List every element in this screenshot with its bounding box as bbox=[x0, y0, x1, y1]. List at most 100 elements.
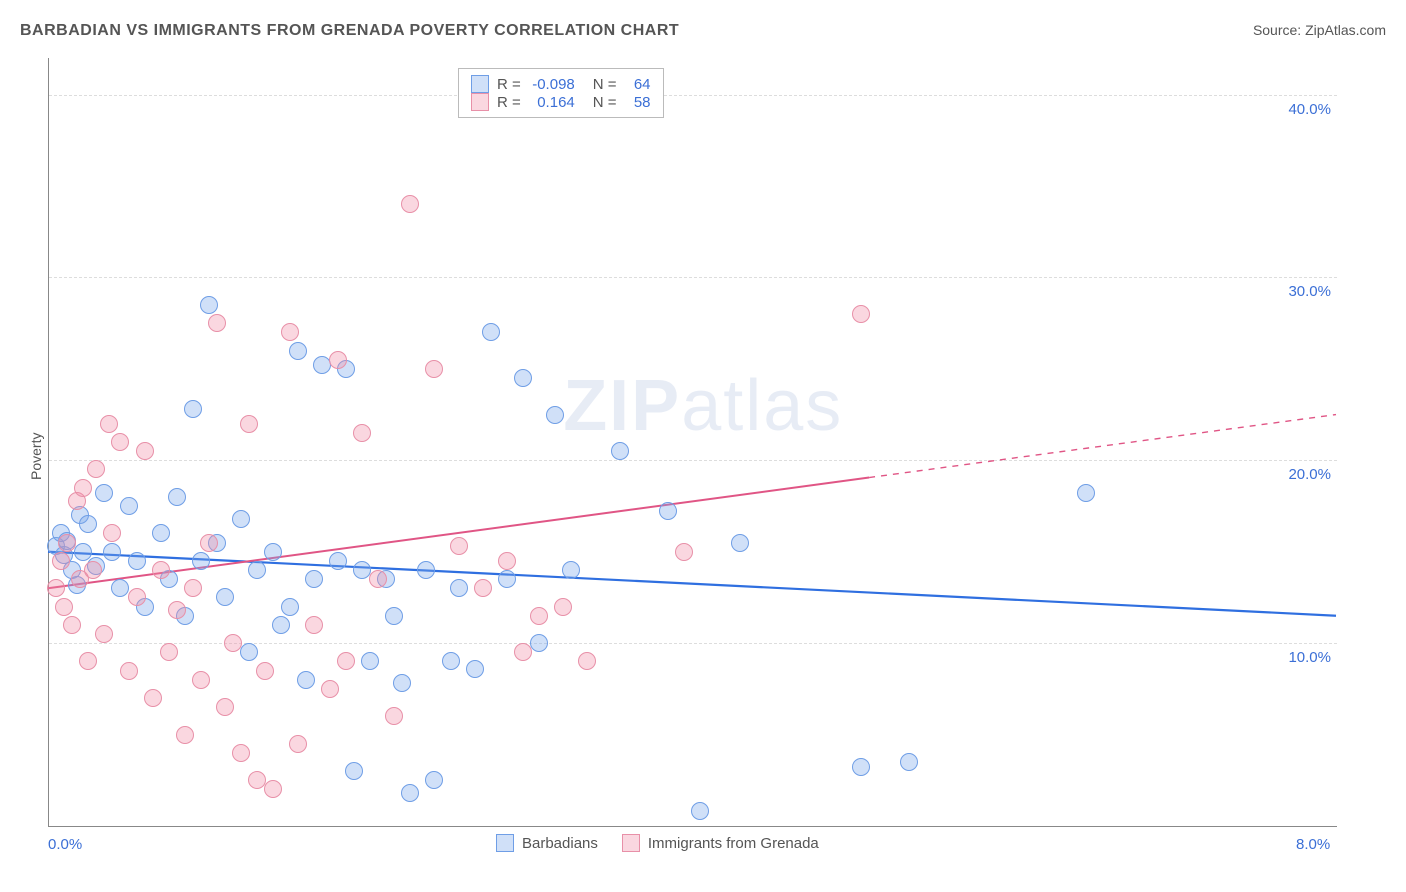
gridline bbox=[49, 643, 1337, 644]
stat-n-label: N = bbox=[593, 94, 617, 111]
scatter-point bbox=[401, 195, 419, 213]
scatter-point bbox=[74, 479, 92, 497]
scatter-point bbox=[530, 607, 548, 625]
scatter-point bbox=[111, 433, 129, 451]
scatter-point bbox=[248, 561, 266, 579]
scatter-point bbox=[95, 625, 113, 643]
ytick-label: 40.0% bbox=[1276, 101, 1331, 118]
legend-item: Immigrants from Grenada bbox=[622, 834, 819, 852]
scatter-point bbox=[111, 579, 129, 597]
scatter-point bbox=[232, 744, 250, 762]
scatter-point bbox=[353, 561, 371, 579]
scatter-point bbox=[305, 616, 323, 634]
scatter-point bbox=[466, 660, 484, 678]
scatter-point bbox=[852, 758, 870, 776]
scatter-point bbox=[192, 671, 210, 689]
scatter-point bbox=[731, 534, 749, 552]
scatter-point bbox=[272, 616, 290, 634]
scatter-point bbox=[369, 570, 387, 588]
legend-label: Immigrants from Grenada bbox=[648, 835, 819, 852]
scatter-point bbox=[216, 588, 234, 606]
gridline bbox=[49, 277, 1337, 278]
scatter-point bbox=[425, 771, 443, 789]
scatter-point bbox=[120, 497, 138, 515]
scatter-point bbox=[144, 689, 162, 707]
legend-swatch bbox=[471, 75, 489, 93]
scatter-point bbox=[200, 296, 218, 314]
stats-row: R =-0.098N =64 bbox=[471, 75, 651, 93]
stats-row: R =0.164N =58 bbox=[471, 93, 651, 111]
scatter-point bbox=[184, 579, 202, 597]
scatter-point bbox=[84, 561, 102, 579]
scatter-point bbox=[900, 753, 918, 771]
scatter-point bbox=[289, 735, 307, 753]
stat-r-value: -0.098 bbox=[529, 76, 575, 93]
scatter-point bbox=[74, 543, 92, 561]
scatter-point bbox=[232, 510, 250, 528]
scatter-point bbox=[417, 561, 435, 579]
scatter-point bbox=[100, 415, 118, 433]
scatter-point bbox=[425, 360, 443, 378]
scatter-point bbox=[450, 579, 468, 597]
stat-r-label: R = bbox=[497, 76, 521, 93]
scatter-point bbox=[482, 323, 500, 341]
gridline bbox=[49, 95, 1337, 96]
scatter-point bbox=[691, 802, 709, 820]
plot-area bbox=[48, 58, 1337, 827]
scatter-point bbox=[240, 415, 258, 433]
scatter-point bbox=[321, 680, 339, 698]
scatter-point bbox=[128, 588, 146, 606]
scatter-point bbox=[168, 601, 186, 619]
scatter-point bbox=[289, 342, 307, 360]
scatter-point bbox=[498, 570, 516, 588]
scatter-point bbox=[450, 537, 468, 555]
scatter-point bbox=[128, 552, 146, 570]
scatter-point bbox=[337, 652, 355, 670]
stat-r-value: 0.164 bbox=[529, 94, 575, 111]
scatter-point bbox=[353, 424, 371, 442]
scatter-point bbox=[200, 534, 218, 552]
scatter-point bbox=[385, 707, 403, 725]
scatter-point bbox=[852, 305, 870, 323]
scatter-point bbox=[442, 652, 460, 670]
scatter-point bbox=[264, 780, 282, 798]
scatter-point bbox=[176, 726, 194, 744]
xtick-label: 8.0% bbox=[1296, 836, 1330, 853]
scatter-point bbox=[611, 442, 629, 460]
scatter-point bbox=[120, 662, 138, 680]
scatter-point bbox=[578, 652, 596, 670]
legend-swatch bbox=[471, 93, 489, 111]
legend-swatch bbox=[622, 834, 640, 852]
scatter-point bbox=[329, 552, 347, 570]
ytick-label: 10.0% bbox=[1276, 649, 1331, 666]
scatter-point bbox=[554, 598, 572, 616]
scatter-point bbox=[514, 369, 532, 387]
scatter-point bbox=[498, 552, 516, 570]
scatter-point bbox=[562, 561, 580, 579]
stats-box: R =-0.098N =64R =0.164N =58 bbox=[458, 68, 664, 118]
chart-title: BARBADIAN VS IMMIGRANTS FROM GRENADA POV… bbox=[20, 22, 679, 40]
scatter-point bbox=[58, 534, 76, 552]
scatter-point bbox=[240, 643, 258, 661]
legend-item: Barbadians bbox=[496, 834, 598, 852]
scatter-point bbox=[63, 616, 81, 634]
scatter-point bbox=[95, 484, 113, 502]
stat-r-label: R = bbox=[497, 94, 521, 111]
scatter-point bbox=[136, 442, 154, 460]
scatter-point bbox=[305, 570, 323, 588]
scatter-point bbox=[514, 643, 532, 661]
scatter-point bbox=[52, 552, 70, 570]
scatter-point bbox=[281, 598, 299, 616]
legend-swatch bbox=[496, 834, 514, 852]
scatter-point bbox=[103, 543, 121, 561]
scatter-point bbox=[47, 579, 65, 597]
scatter-point bbox=[345, 762, 363, 780]
scatter-point bbox=[152, 524, 170, 542]
scatter-point bbox=[168, 488, 186, 506]
scatter-point bbox=[256, 662, 274, 680]
ytick-label: 20.0% bbox=[1276, 466, 1331, 483]
scatter-point bbox=[224, 634, 242, 652]
bottom-legend: Barbadians Immigrants from Grenada bbox=[496, 834, 819, 852]
scatter-point bbox=[79, 515, 97, 533]
stat-n-value: 64 bbox=[625, 76, 651, 93]
